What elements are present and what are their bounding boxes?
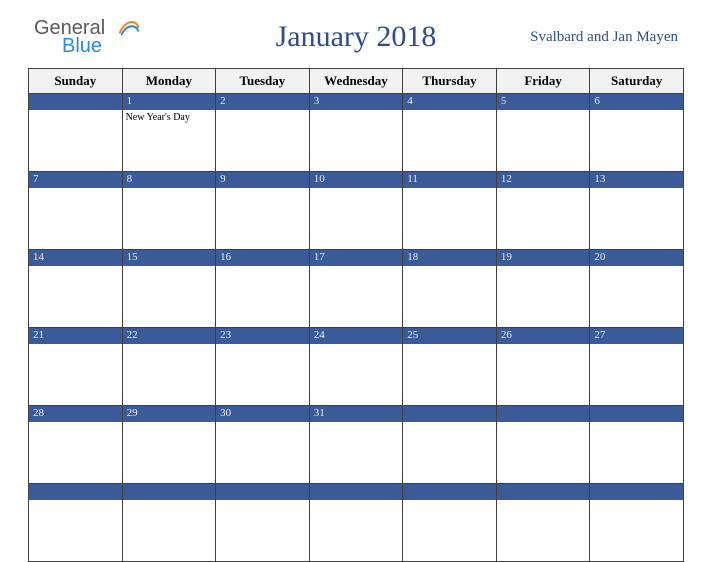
day-number: 14 <box>29 250 122 266</box>
day-number <box>590 484 683 500</box>
calendar-cell: 1New Year's Day <box>122 94 216 172</box>
calendar-cell <box>403 406 497 484</box>
calendar-cell: 10 <box>309 172 403 250</box>
calendar-cell: 29 <box>122 406 216 484</box>
calendar-cell <box>590 406 684 484</box>
day-number: 26 <box>497 328 590 344</box>
calendar-cell: 8 <box>122 172 216 250</box>
calendar-cell: 21 <box>29 328 123 406</box>
day-number: 21 <box>29 328 122 344</box>
day-number: 1 <box>123 94 216 110</box>
day-number: 23 <box>216 328 309 344</box>
day-number: 11 <box>403 172 496 188</box>
calendar-cell: 5 <box>496 94 590 172</box>
day-number <box>403 484 496 500</box>
day-number: 25 <box>403 328 496 344</box>
day-header: Wednesday <box>309 69 403 94</box>
day-number: 24 <box>310 328 403 344</box>
day-number: 13 <box>590 172 683 188</box>
day-header: Friday <box>496 69 590 94</box>
calendar-cell: 3 <box>309 94 403 172</box>
day-number: 6 <box>590 94 683 110</box>
day-header: Sunday <box>29 69 123 94</box>
day-number: 18 <box>403 250 496 266</box>
day-number <box>403 406 496 422</box>
day-number: 17 <box>310 250 403 266</box>
calendar-row: 78910111213 <box>29 172 684 250</box>
calendar-cell: 30 <box>216 406 310 484</box>
calendar-cell: 25 <box>403 328 497 406</box>
region-label: Svalbard and Jan Mayen <box>518 29 678 46</box>
day-number: 20 <box>590 250 683 266</box>
day-number: 29 <box>123 406 216 422</box>
day-number: 10 <box>310 172 403 188</box>
page-title: January 2018 <box>194 20 518 54</box>
day-number <box>310 484 403 500</box>
calendar-cell: 11 <box>403 172 497 250</box>
event-label: New Year's Day <box>123 110 216 125</box>
day-number: 8 <box>123 172 216 188</box>
calendar-cell: 18 <box>403 250 497 328</box>
day-number: 16 <box>216 250 309 266</box>
calendar-row: 28293031 <box>29 406 684 484</box>
calendar-cell: 13 <box>590 172 684 250</box>
day-number: 4 <box>403 94 496 110</box>
day-number <box>497 406 590 422</box>
calendar-cell: 26 <box>496 328 590 406</box>
day-header: Tuesday <box>216 69 310 94</box>
day-header: Monday <box>122 69 216 94</box>
calendar-row: 1New Year's Day23456 <box>29 94 684 172</box>
calendar-cell: 17 <box>309 250 403 328</box>
day-number: 12 <box>497 172 590 188</box>
day-number <box>497 484 590 500</box>
day-number: 3 <box>310 94 403 110</box>
calendar-cell: 16 <box>216 250 310 328</box>
logo-inner: General Blue <box>34 18 194 56</box>
calendar-cell: 7 <box>29 172 123 250</box>
day-number: 30 <box>216 406 309 422</box>
day-number: 5 <box>497 94 590 110</box>
calendar-cell: 15 <box>122 250 216 328</box>
day-number <box>590 406 683 422</box>
calendar-cell: 19 <box>496 250 590 328</box>
day-number: 22 <box>123 328 216 344</box>
day-number <box>123 484 216 500</box>
logo-text-blue: Blue <box>62 36 105 56</box>
calendar-cell: 2 <box>216 94 310 172</box>
day-number: 2 <box>216 94 309 110</box>
day-number <box>29 484 122 500</box>
calendar-row: 14151617181920 <box>29 250 684 328</box>
calendar-cell: 6 <box>590 94 684 172</box>
calendar-row: 21222324252627 <box>29 328 684 406</box>
day-number: 28 <box>29 406 122 422</box>
day-number: 31 <box>310 406 403 422</box>
header: General Blue January 2018 Svalbard and J… <box>28 18 684 56</box>
day-number: 15 <box>123 250 216 266</box>
day-number <box>216 484 309 500</box>
calendar-cell: 9 <box>216 172 310 250</box>
calendar-cell: 20 <box>590 250 684 328</box>
calendar-cell <box>496 406 590 484</box>
calendar-cell: 22 <box>122 328 216 406</box>
calendar-cell: 28 <box>29 406 123 484</box>
calendar-cell: 24 <box>309 328 403 406</box>
day-number: 9 <box>216 172 309 188</box>
day-number <box>29 94 122 110</box>
logo: General Blue <box>34 18 194 56</box>
day-number: 27 <box>590 328 683 344</box>
calendar-cell: 27 <box>590 328 684 406</box>
day-number: 19 <box>497 250 590 266</box>
day-number: 7 <box>29 172 122 188</box>
calendar-cell: 23 <box>216 328 310 406</box>
calendar-cell <box>29 94 123 172</box>
calendar-table: Sunday Monday Tuesday Wednesday Thursday… <box>28 68 684 562</box>
day-header-row: Sunday Monday Tuesday Wednesday Thursday… <box>29 69 684 94</box>
swoosh-icon <box>118 16 140 38</box>
calendar-cell: 4 <box>403 94 497 172</box>
calendar-cell: 12 <box>496 172 590 250</box>
day-header: Saturday <box>590 69 684 94</box>
calendar-cell: 31 <box>309 406 403 484</box>
calendar-cell: 14 <box>29 250 123 328</box>
day-header: Thursday <box>403 69 497 94</box>
